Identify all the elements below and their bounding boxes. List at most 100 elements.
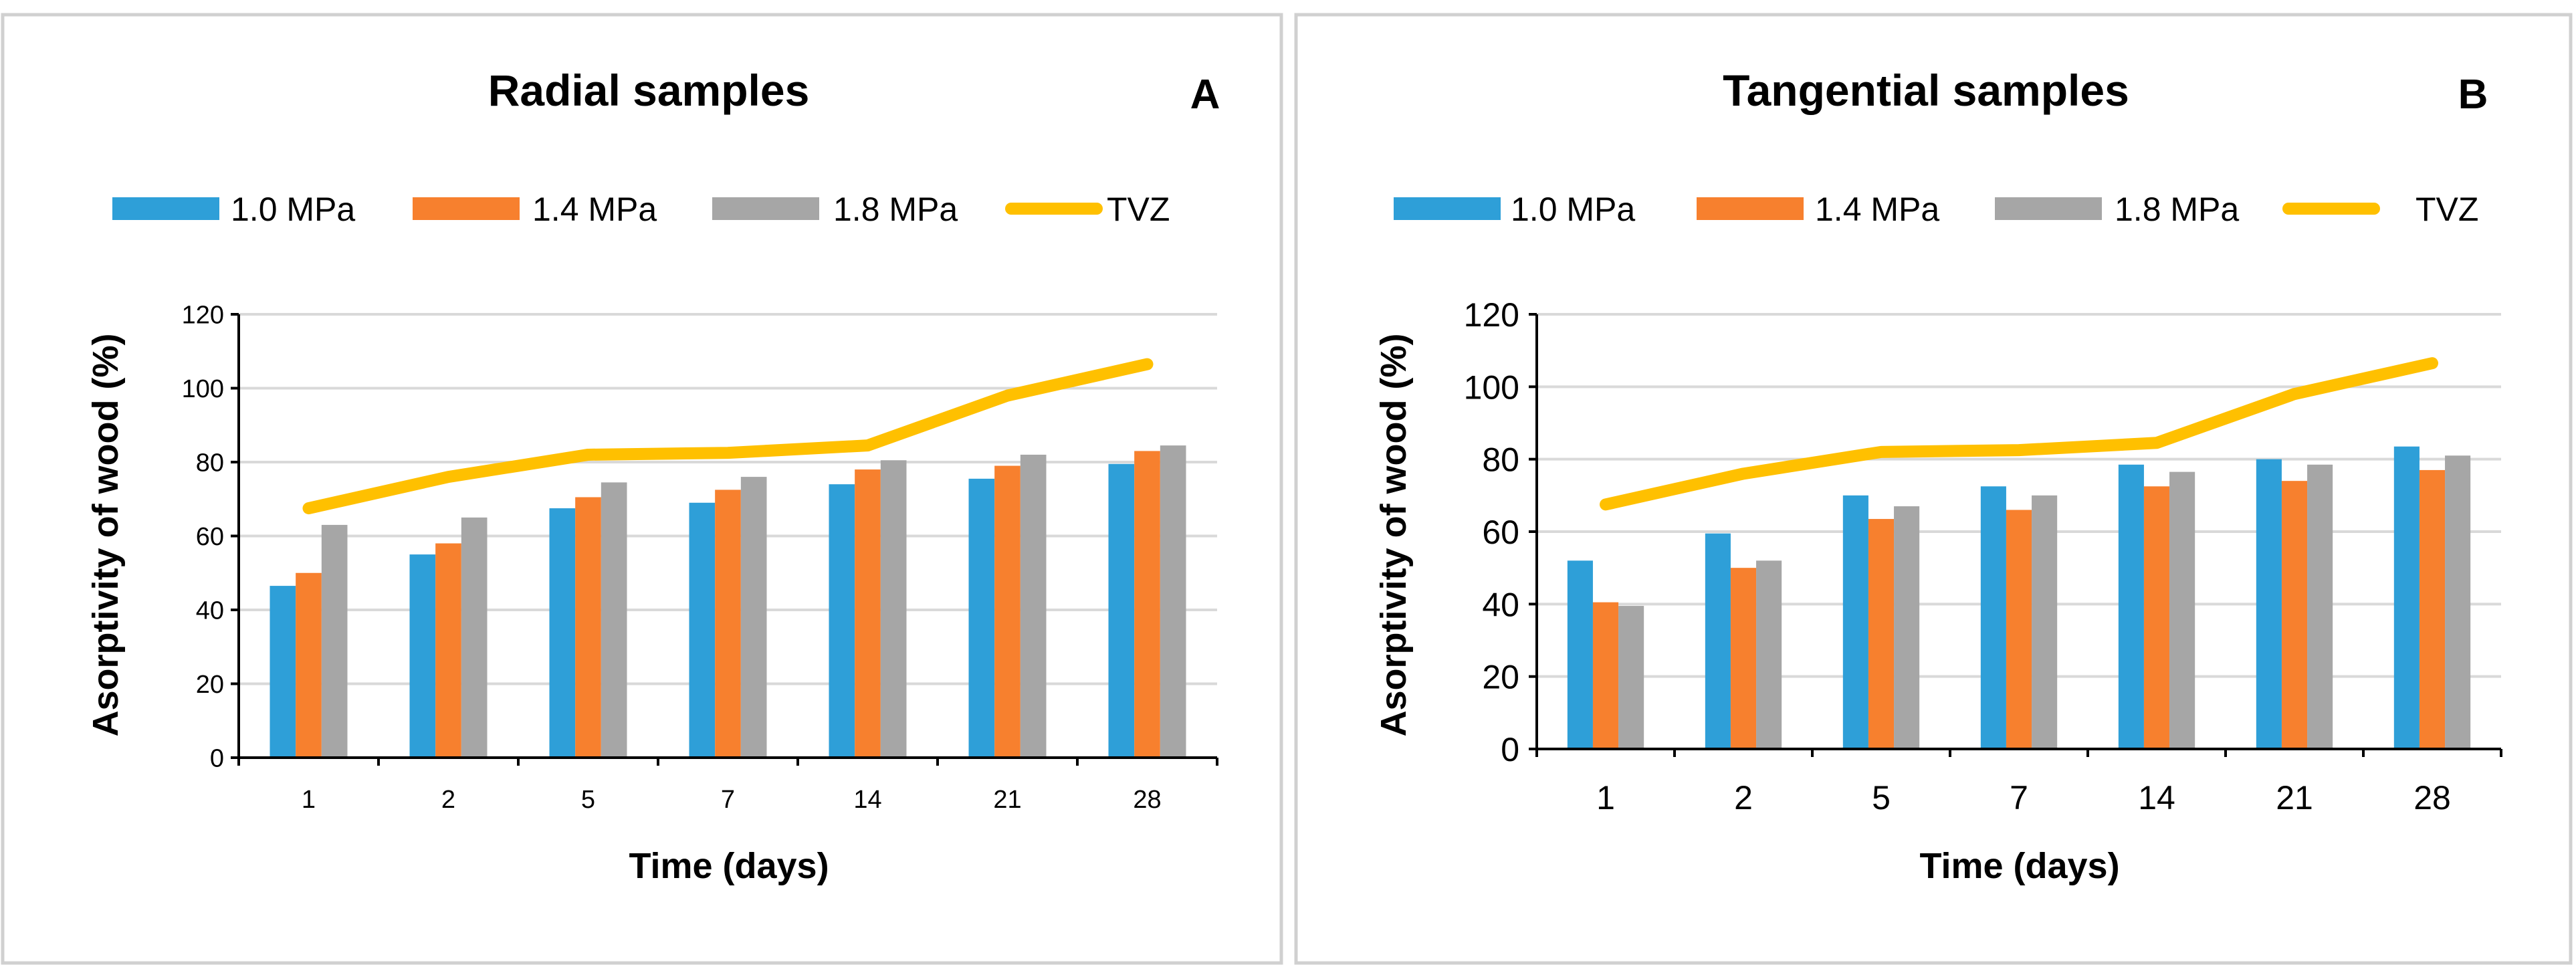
bar-1-8-mpa-day-5 [1894, 506, 1920, 749]
legend-label-1-0-mpa: 1.0 MPa [231, 191, 355, 228]
legend-label-1-8-mpa: 1.8 MPa [2115, 191, 2239, 228]
legend-swatch-1-8-mpa [1995, 197, 2102, 220]
panel-a-frame [1, 13, 1283, 965]
x-tick-label-1: 1 [302, 786, 316, 814]
line-tvz [302, 358, 1154, 515]
bar-1-4-mpa-day-2 [1730, 568, 1757, 749]
bar-1-8-mpa-day-14 [880, 460, 907, 758]
panel-b-title: Tangential samples [1723, 66, 2129, 115]
bar-1-0-mpa-day-2 [1705, 533, 1731, 749]
x-tick-label-7: 7 [2010, 779, 2028, 817]
legend-item-1-8-mpa: 1.8 MPa [712, 191, 958, 228]
bar-1-0-mpa-day-28 [1108, 463, 1135, 758]
y-tick-label-20: 20 [196, 671, 224, 699]
x-tick-label-2: 2 [1734, 779, 1753, 817]
bar-1-4-mpa-day-14 [2143, 486, 2170, 749]
panel-a-x-axis-title: Time (days) [629, 846, 829, 886]
panel-b-chart: Tangential samples B 1.0 MPa 1.4 MPa 1.8 MPa… [1294, 13, 2573, 965]
bar-1-0-mpa-day-1 [1567, 560, 1593, 749]
legend-item-1-4-mpa: 1.4 MPa [1697, 191, 1939, 228]
y-tick-label-0: 0 [210, 745, 224, 773]
bar-1-8-mpa-day-21 [2307, 464, 2333, 749]
bar-1-4-mpa-day-7 [715, 490, 741, 758]
panel-a-y-axis-title: Asorptivity of wood (%) [86, 334, 126, 737]
y-tick-label-80: 80 [1482, 441, 1519, 479]
bar-1-4-mpa-day-5 [575, 497, 601, 758]
y-tick-label-60: 60 [1482, 514, 1519, 551]
y-tick-label-120: 120 [182, 302, 224, 330]
legend-label-1-4-mpa: 1.4 MPa [1815, 191, 1939, 228]
bar-1-0-mpa-day-28 [2393, 446, 2420, 749]
panel-b-legend: 1.0 MPa 1.4 MPa 1.8 MPa TVZ [1394, 191, 2478, 228]
panel-a-letter: A [1190, 72, 1220, 118]
y-tick-label-0: 0 [1501, 731, 1519, 768]
panel-a-bars [270, 445, 1186, 758]
x-tick-label-2: 2 [441, 786, 455, 814]
legend-label-1-8-mpa: 1.8 MPa [833, 191, 958, 228]
x-tick-label-28: 28 [1133, 786, 1161, 814]
bar-1-0-mpa-day-14 [829, 484, 855, 758]
bar-1-0-mpa-day-2 [409, 554, 436, 758]
bar-1-0-mpa-day-5 [1842, 495, 1868, 749]
bar-1-0-mpa-day-7 [1980, 486, 2006, 749]
panel-b-bars [1567, 446, 2471, 749]
legend-item-1-4-mpa: 1.4 MPa [413, 191, 657, 228]
bar-1-0-mpa-day-5 [549, 508, 576, 758]
bar-1-4-mpa-day-5 [1868, 519, 1895, 749]
bar-1-8-mpa-day-21 [1020, 454, 1047, 758]
bar-1-4-mpa-day-21 [2281, 481, 2308, 749]
x-tick-label-21: 21 [993, 786, 1021, 814]
bar-1-8-mpa-day-1 [1618, 606, 1644, 749]
line-tvz [1600, 357, 2438, 511]
x-tick-label-1: 1 [1596, 779, 1615, 817]
x-tick-label-14: 14 [2138, 779, 2175, 817]
panel-b-letter: B [2458, 72, 2488, 118]
y-tick-label-100: 100 [182, 375, 224, 403]
y-tick-label-80: 80 [196, 449, 224, 477]
bar-1-4-mpa-day-28 [2419, 469, 2446, 749]
bar-1-8-mpa-day-5 [601, 482, 627, 758]
x-tick-label-5: 5 [581, 786, 595, 814]
legend-swatch-1-0-mpa [1394, 197, 1501, 220]
legend-item-tvz: TVZ [1005, 191, 1170, 228]
bar-1-8-mpa-day-28 [2445, 455, 2471, 749]
panel-b-x-axis-title: Time (days) [1919, 846, 2119, 886]
legend-item-tvz: TVZ [2282, 191, 2478, 228]
legend-swatch-1-0-mpa [112, 197, 219, 220]
legend-swatch-1-8-mpa [712, 197, 819, 220]
bar-1-4-mpa-day-2 [435, 543, 461, 758]
bar-1-0-mpa-day-21 [2256, 459, 2282, 749]
legend-item-1-8-mpa: 1.8 MPa [1995, 191, 2239, 228]
bar-1-0-mpa-day-21 [968, 478, 995, 758]
x-tick-label-14: 14 [853, 786, 881, 814]
legend-swatch-1-4-mpa [1697, 197, 1804, 220]
bar-1-4-mpa-day-1 [1592, 602, 1619, 749]
bar-1-4-mpa-day-14 [855, 469, 881, 758]
y-tick-label-40: 40 [196, 597, 224, 625]
x-tick-label-5: 5 [1872, 779, 1891, 817]
legend-label-1-4-mpa: 1.4 MPa [532, 191, 657, 228]
legend-item-1-0-mpa: 1.0 MPa [112, 191, 355, 228]
bar-1-4-mpa-day-1 [296, 572, 322, 758]
x-tick-label-21: 21 [2276, 779, 2313, 817]
panel-a-chart: Radial samples A 1.0 MPa 1.4 MPa 1.8 MPa TVZ 0… [1, 13, 1283, 965]
bar-1-0-mpa-day-14 [2118, 464, 2144, 749]
panel-a-title: Radial samples [488, 66, 810, 115]
y-tick-label-40: 40 [1482, 586, 1519, 623]
bar-1-4-mpa-day-28 [1134, 451, 1160, 758]
legend-item-1-0-mpa: 1.0 MPa [1394, 191, 1635, 228]
bar-1-0-mpa-day-1 [270, 586, 296, 758]
x-tick-label-7: 7 [721, 786, 735, 814]
y-tick-label-20: 20 [1482, 659, 1519, 696]
bar-1-8-mpa-day-2 [461, 517, 488, 758]
x-tick-label-28: 28 [2413, 779, 2451, 817]
bar-1-0-mpa-day-7 [689, 502, 716, 758]
panel-b-y-axis-title: Asorptivity of wood (%) [1374, 334, 1414, 737]
bar-1-8-mpa-day-2 [1756, 560, 1782, 749]
panel-a-legend: 1.0 MPa 1.4 MPa 1.8 MPa TVZ [112, 191, 1170, 228]
bar-1-8-mpa-day-7 [740, 477, 767, 758]
y-tick-label-60: 60 [196, 523, 224, 551]
bar-1-8-mpa-day-14 [2169, 471, 2195, 749]
y-tick-label-100: 100 [1464, 368, 1519, 406]
